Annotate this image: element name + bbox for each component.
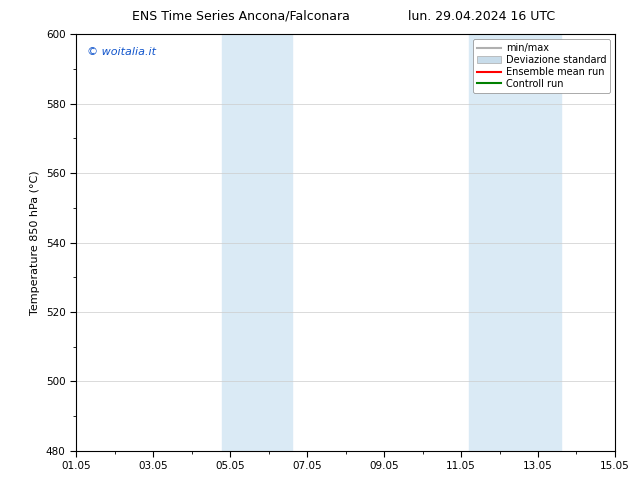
Text: © woitalia.it: © woitalia.it	[87, 47, 156, 57]
Text: lun. 29.04.2024 16 UTC: lun. 29.04.2024 16 UTC	[408, 10, 555, 23]
Bar	[223, 34, 292, 451]
Y-axis label: Temperature 850 hPa (°C): Temperature 850 hPa (°C)	[30, 170, 41, 315]
Bar	[469, 34, 561, 451]
Text: ENS Time Series Ancona/Falconara: ENS Time Series Ancona/Falconara	[132, 10, 350, 23]
Legend: min/max, Deviazione standard, Ensemble mean run, Controll run: min/max, Deviazione standard, Ensemble m…	[473, 39, 610, 93]
